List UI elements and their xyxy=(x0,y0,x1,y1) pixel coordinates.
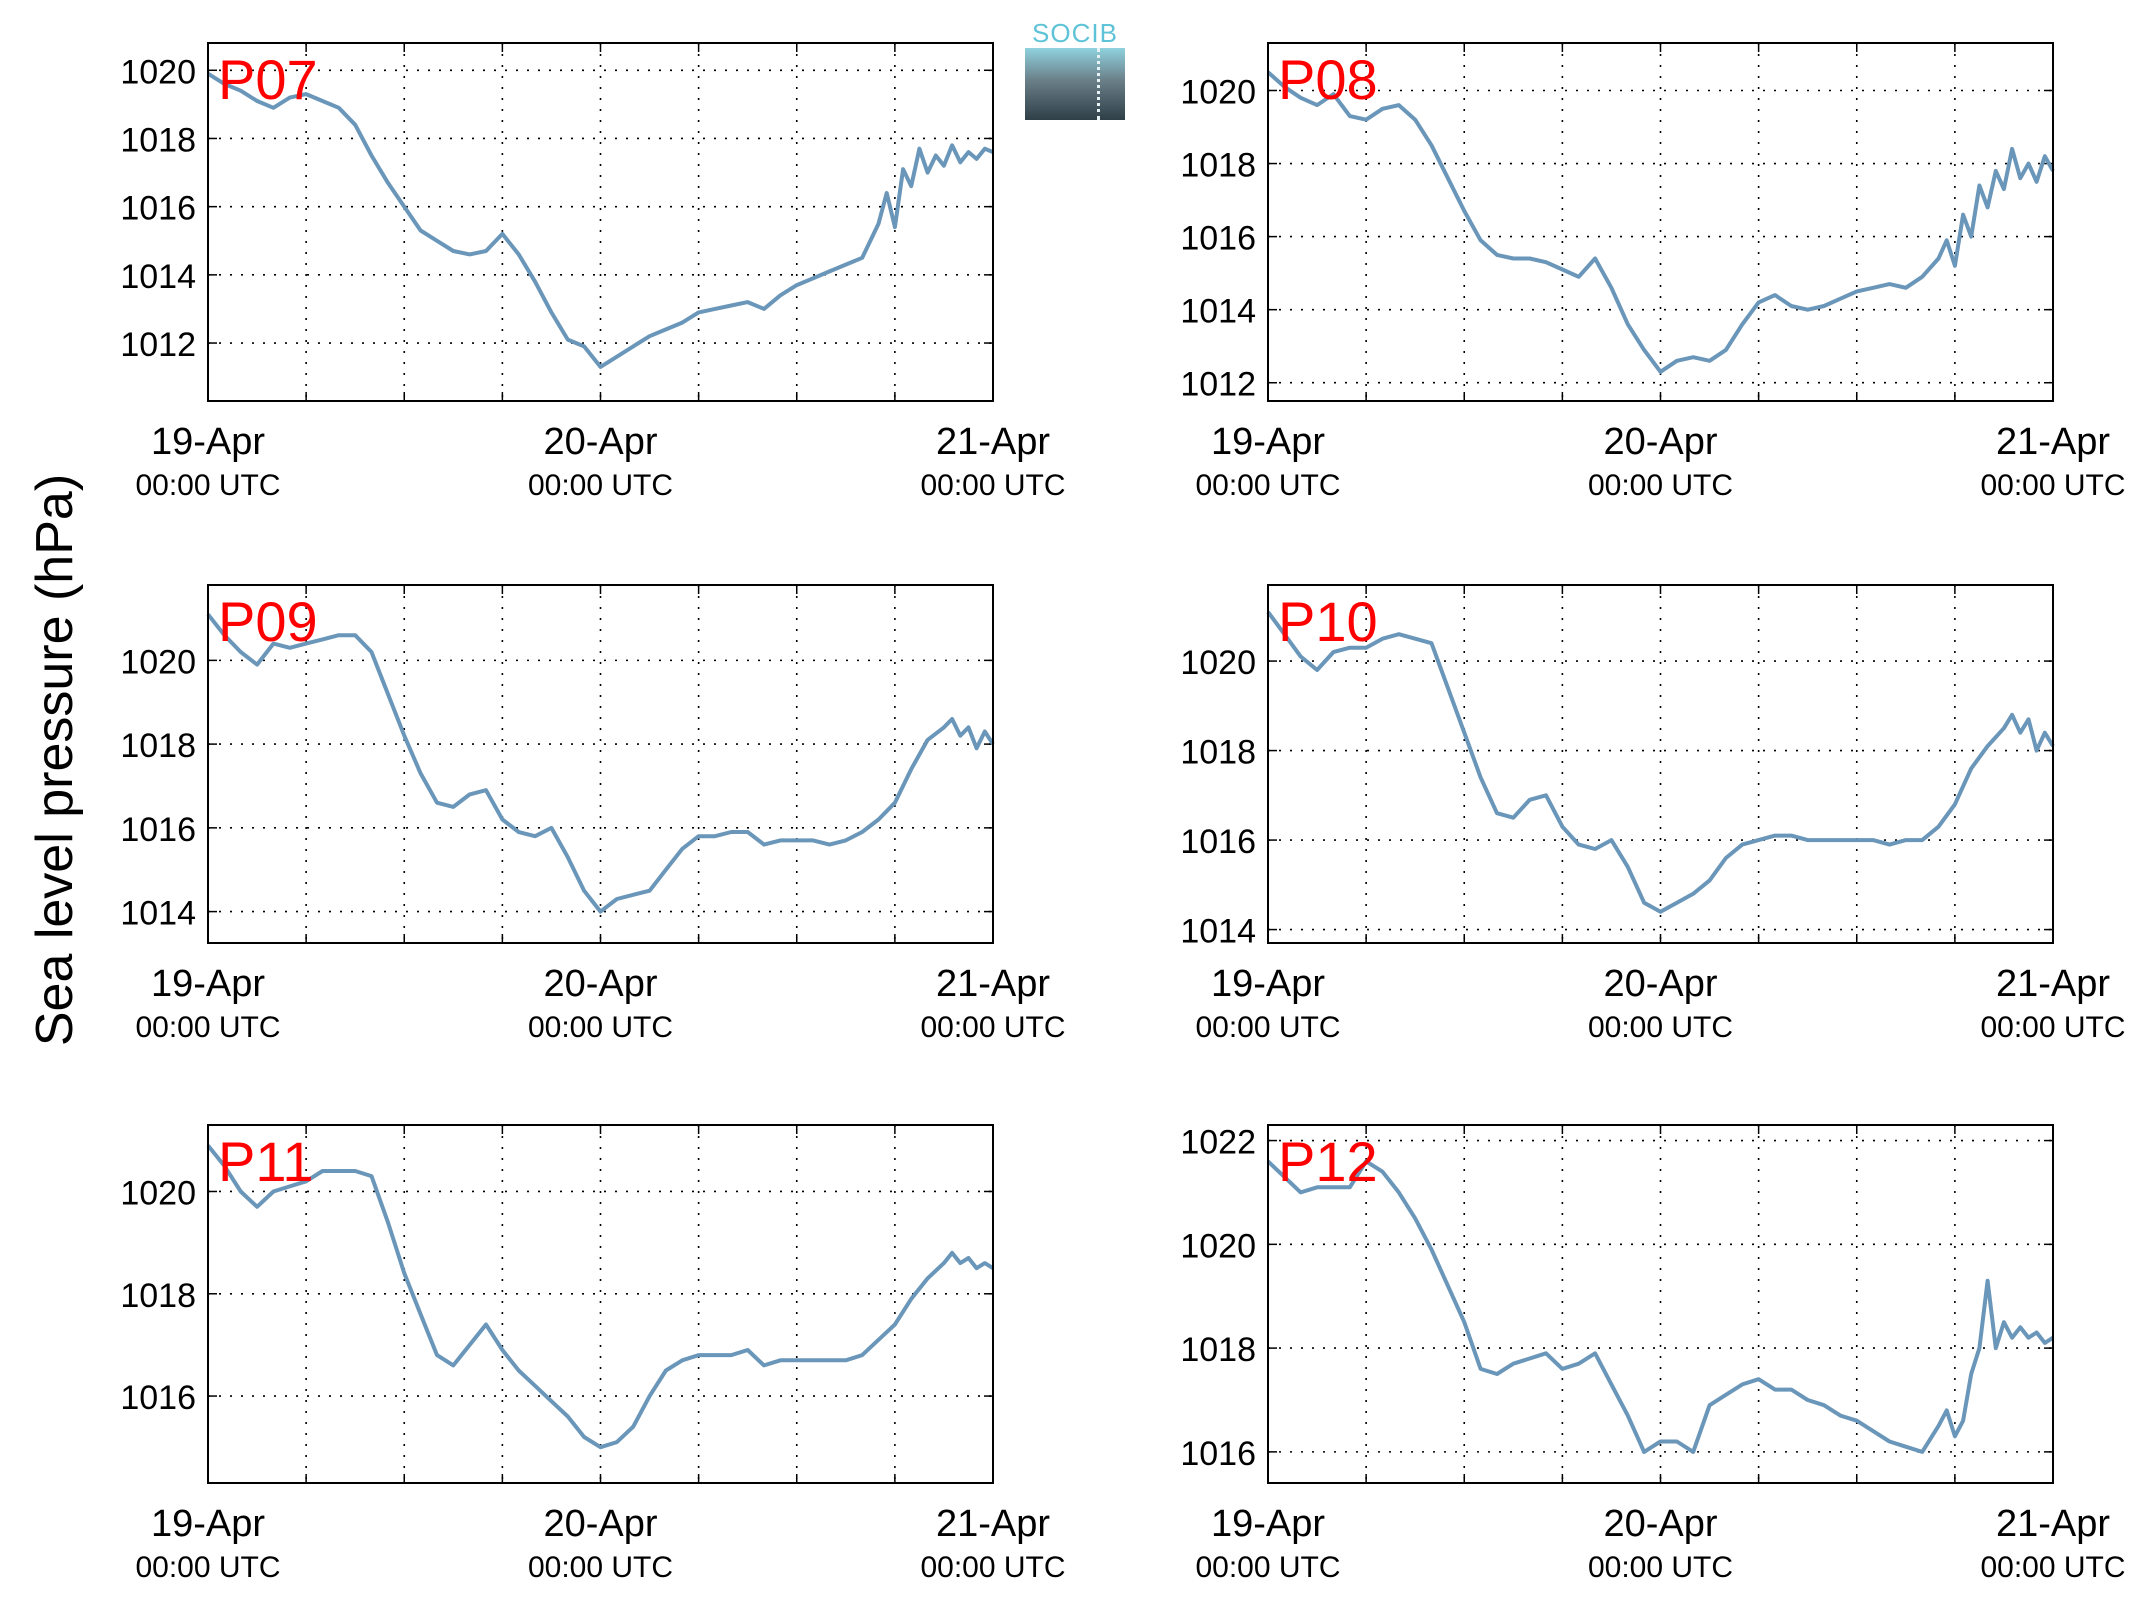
logo-text: SOCIB xyxy=(1032,18,1118,48)
plot-frame xyxy=(207,584,994,944)
logo-graphic xyxy=(1025,48,1125,120)
subplot-p11: 1016 1018 1020 P11 19-Apr 00:00 UTC 20-Apr 00:0… xyxy=(120,1124,1066,1584)
series-line-p08 xyxy=(1266,70,2055,374)
y-tick-label: 1020 xyxy=(120,53,196,91)
x-tick-label-date: 20-Apr xyxy=(1603,963,1717,1005)
y-axis-label: Sea level pressure (hPa) xyxy=(26,473,84,1047)
x-tick-label-date: 19-Apr xyxy=(1211,421,1325,463)
plot-frame xyxy=(207,42,994,402)
x-tick-label-date: 21-Apr xyxy=(1996,1503,2110,1545)
x-tick-label-date: 21-Apr xyxy=(936,963,1050,1005)
subplot-p10: 1014 1016 1018 1020 P10 19-Apr 00:00 UTC 20-Apr… xyxy=(1180,584,2126,1044)
y-tick-label: 1020 xyxy=(1180,73,1256,111)
x-tick-label-date: 21-Apr xyxy=(1996,421,2110,463)
y-tick-label: 1020 xyxy=(1180,1227,1256,1265)
x-tick-label-date: 21-Apr xyxy=(936,421,1050,463)
socib-logo: SOCIB xyxy=(1025,18,1125,122)
x-tick-label-time: 00:00 UTC xyxy=(1980,1551,2125,1584)
x-tick-label-date: 19-Apr xyxy=(151,963,265,1005)
y-tick-label: 1018 xyxy=(120,121,196,159)
x-tick-label-time: 00:00 UTC xyxy=(1195,1551,1340,1584)
x-tick-label-date: 20-Apr xyxy=(543,963,657,1005)
x-tick-label-time: 00:00 UTC xyxy=(1195,1011,1340,1044)
y-tick-label: 1018 xyxy=(120,1277,196,1315)
x-tick-label-date: 19-Apr xyxy=(1211,963,1325,1005)
x-tick-label-time: 00:00 UTC xyxy=(528,469,673,502)
y-tick-label: 1020 xyxy=(120,643,196,681)
x-tick-label-time: 00:00 UTC xyxy=(135,469,280,502)
station-label-p11: P11 xyxy=(218,1130,313,1193)
y-tick-label: 1018 xyxy=(120,727,196,765)
y-tick-label: 1018 xyxy=(1180,147,1256,185)
x-tick-label-time: 00:00 UTC xyxy=(528,1551,673,1584)
x-tick-label-time: 00:00 UTC xyxy=(1588,1551,1733,1584)
y-tick-label: 1016 xyxy=(1180,220,1256,258)
station-label-p07: P07 xyxy=(218,48,318,111)
series-line-p12 xyxy=(1266,1159,2055,1454)
x-tick-label-time: 00:00 UTC xyxy=(1980,1011,2125,1044)
x-tick-label-date: 20-Apr xyxy=(543,1503,657,1545)
y-tick-label: 1014 xyxy=(1180,293,1256,331)
x-tick-label-time: 00:00 UTC xyxy=(135,1551,280,1584)
y-tick-label: 1020 xyxy=(1180,644,1256,682)
series-line-p10 xyxy=(1266,610,2055,914)
subplot-p12: 1016 1018 1020 1022 P12 19-Apr 00:00 UTC 20-Apr… xyxy=(1180,1124,2125,1584)
plot-frame xyxy=(207,1124,994,1484)
y-tick-label: 1016 xyxy=(120,190,196,228)
x-tick-label-date: 21-Apr xyxy=(1996,963,2110,1005)
y-tick-label: 1016 xyxy=(1180,823,1256,861)
y-tick-label: 1012 xyxy=(1180,366,1256,404)
x-tick-label-time: 00:00 UTC xyxy=(528,1011,673,1044)
y-tick-label: 1018 xyxy=(1180,734,1256,772)
y-tick-label: 1016 xyxy=(1180,1435,1256,1473)
y-tick-label: 1016 xyxy=(120,1379,196,1417)
subplot-p07: 1012 1014 1016 1018 1020 P07 19-Apr 00:00 UTC 20… xyxy=(120,42,1066,502)
x-tick-label-time: 00:00 UTC xyxy=(1980,469,2125,502)
y-tick-label: 1022 xyxy=(1180,1124,1256,1162)
y-tick-label: 1014 xyxy=(120,895,196,933)
x-tick-label-date: 20-Apr xyxy=(1603,421,1717,463)
station-label-p09: P09 xyxy=(218,590,318,653)
y-tick-label: 1012 xyxy=(120,326,196,364)
plot-frame xyxy=(1267,1124,2054,1484)
subplot-p08: 1012 1014 1016 1018 1020 P08 19-Apr 00:00 UTC 20… xyxy=(1180,42,2126,502)
x-tick-label-date: 20-Apr xyxy=(543,421,657,463)
station-label-p10: P10 xyxy=(1278,590,1378,653)
subplot-p09: 1014 1016 1018 1020 P09 19-Apr 00:00 UTC 20-Apr… xyxy=(120,584,1066,1044)
x-tick-label-date: 19-Apr xyxy=(151,421,265,463)
plot-frame xyxy=(1267,584,2054,944)
x-tick-label-date: 19-Apr xyxy=(151,1503,265,1545)
x-tick-label-time: 00:00 UTC xyxy=(1588,469,1733,502)
x-tick-label-time: 00:00 UTC xyxy=(920,469,1065,502)
x-tick-label-time: 00:00 UTC xyxy=(920,1551,1065,1584)
x-tick-label-date: 19-Apr xyxy=(1211,1503,1325,1545)
x-tick-label-date: 20-Apr xyxy=(1603,1503,1717,1545)
y-tick-label: 1018 xyxy=(1180,1331,1256,1369)
plot-frame xyxy=(1267,42,2054,402)
x-tick-label-time: 00:00 UTC xyxy=(920,1011,1065,1044)
y-tick-label: 1014 xyxy=(1180,913,1256,951)
x-tick-label-time: 00:00 UTC xyxy=(135,1011,280,1044)
station-label-p12: P12 xyxy=(1278,1130,1378,1193)
station-label-p08: P08 xyxy=(1278,48,1378,111)
y-tick-label: 1014 xyxy=(120,258,196,296)
x-tick-label-time: 00:00 UTC xyxy=(1195,469,1340,502)
y-tick-label: 1020 xyxy=(120,1174,196,1212)
x-tick-label-time: 00:00 UTC xyxy=(1588,1011,1733,1044)
x-tick-label-date: 21-Apr xyxy=(936,1503,1050,1545)
series-line-p07 xyxy=(206,72,994,369)
logo-dots xyxy=(1097,48,1100,120)
y-tick-label: 1016 xyxy=(120,811,196,849)
series-line-p11 xyxy=(206,1144,995,1450)
series-line-p09 xyxy=(206,613,995,914)
